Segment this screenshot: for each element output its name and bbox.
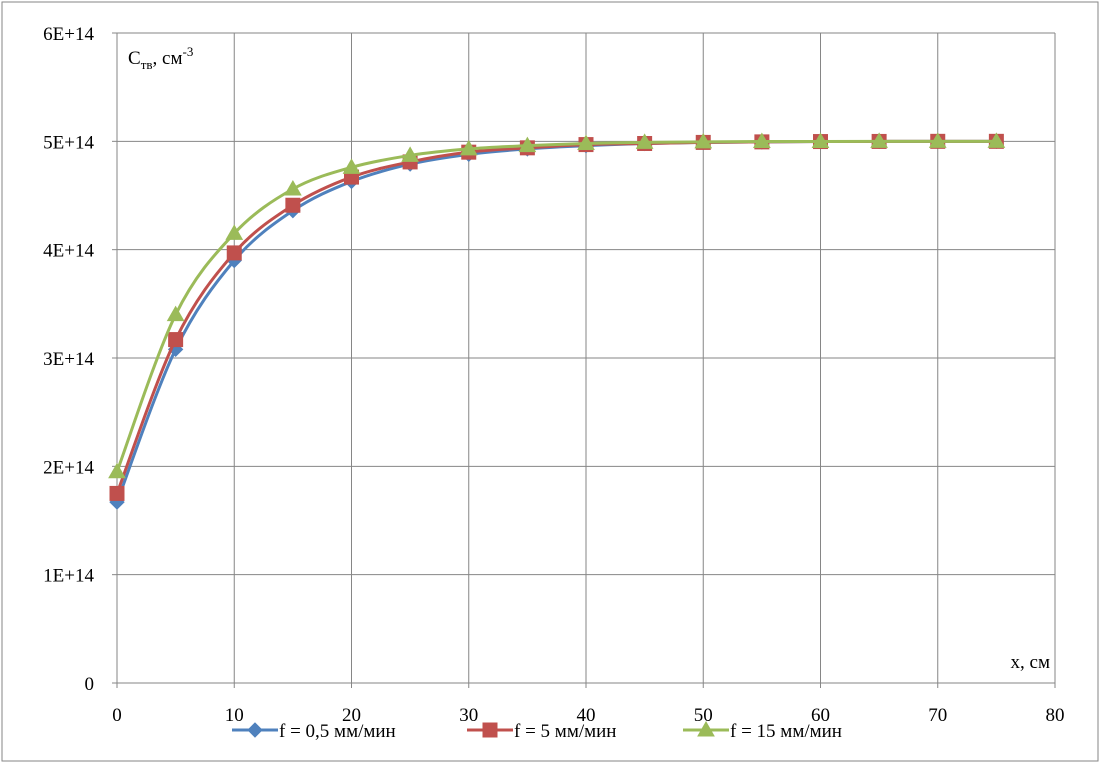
legend-item: f = 15 мм/мин	[683, 720, 842, 742]
x-tick-label: 30	[459, 705, 478, 726]
data-point	[342, 158, 361, 174]
data-point	[108, 462, 126, 479]
data-point	[870, 132, 888, 148]
y-tick-label: 4E+14	[43, 241, 94, 262]
x-tick-label: 60	[811, 705, 830, 726]
legend: f = 0,5 мм/мин f = 5 мм/мин f = 15 мм/мин	[232, 720, 842, 742]
y-tick-label: 2E+14	[43, 457, 94, 478]
data-point	[987, 132, 1006, 148]
y-tick-label: 3E+14	[43, 349, 94, 370]
x-axis-title: x, см	[1011, 652, 1050, 673]
data-point	[635, 133, 654, 149]
data-point	[284, 179, 302, 196]
legend-item: f = 5 мм/мин	[467, 721, 616, 742]
x-tick-label: 70	[928, 705, 947, 726]
legend-swatch-marker	[697, 720, 715, 737]
data-point	[811, 132, 830, 148]
x-tick-label: 10	[225, 705, 244, 726]
legend-label: f = 0,5 мм/мин	[279, 721, 396, 742]
data-point	[168, 332, 184, 348]
y-axis-title-sup: -3	[182, 44, 193, 59]
y-axis-title-rest: , см	[153, 48, 183, 69]
data-point	[285, 197, 301, 213]
y-axis-title: Cтв, см-3	[128, 44, 193, 72]
legend-swatch-marker	[482, 722, 498, 738]
y-tick-label: 6E+14	[43, 24, 94, 45]
y-axis-ticks: 0 1E+14 2E+14 3E+14 4E+14 5E+14 6E+14	[43, 24, 117, 695]
x-tick-label: 20	[342, 705, 361, 726]
data-point	[226, 245, 242, 261]
legend-swatch-marker	[247, 722, 263, 738]
data-point	[577, 134, 595, 150]
data-point	[401, 146, 419, 162]
data-point	[225, 224, 244, 240]
x-tick-label: 40	[577, 705, 596, 726]
data-point	[459, 139, 478, 156]
series-3	[108, 132, 1006, 479]
x-tick-label: 50	[694, 705, 713, 726]
legend-label: f = 5 мм/мин	[514, 721, 616, 742]
data-point	[166, 305, 185, 322]
series-layer	[108, 132, 1006, 510]
y-tick-label: 5E+14	[43, 132, 94, 153]
data-point	[753, 132, 771, 149]
data-point	[518, 136, 537, 153]
legend-label: f = 15 мм/мин	[730, 721, 842, 742]
y-axis-title-main: C	[128, 48, 141, 69]
data-point	[109, 485, 125, 501]
data-point	[694, 132, 713, 149]
y-tick-label: 0	[85, 674, 95, 695]
y-axis-title-sub: тв	[141, 57, 153, 72]
data-point	[928, 132, 947, 148]
y-tick-label: 1E+14	[43, 566, 94, 587]
x-axis-ticks: 0 10 20 30 40 50 60 70 80	[112, 683, 1065, 726]
x-tick-label: 0	[112, 705, 122, 726]
x-tick-label: 80	[1046, 705, 1065, 726]
legend-item: f = 0,5 мм/мин	[232, 721, 396, 742]
